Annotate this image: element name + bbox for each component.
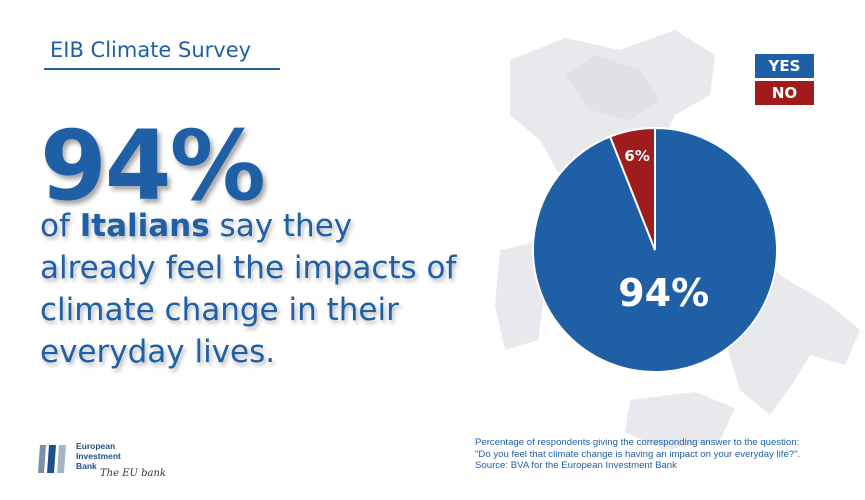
eib-logo-mark [38, 445, 66, 473]
pie-label-no: 6% [624, 147, 649, 165]
legend-no: NO [755, 81, 814, 105]
legend-yes: YES [755, 54, 814, 78]
pie-label-yes: 94% [618, 271, 709, 315]
headline-statement: of Italians say they already feel the im… [40, 205, 460, 373]
eib-logo-text: European Investment Bank [76, 441, 121, 471]
survey-title: EIB Climate Survey [50, 38, 252, 62]
source-note-line-1: Percentage of respondents giving the cor… [475, 437, 800, 448]
statement-prefix: of [40, 208, 80, 244]
statement-rest: say they already feel the impacts of cli… [40, 208, 457, 370]
pie-slice-no [608, 126, 656, 251]
chart-legend: YES NO [755, 54, 814, 108]
eib-logo-tagline: The EU bank [100, 468, 166, 479]
eib-logo: European Investment Bank The EU bank [38, 441, 178, 483]
headline-percent: 94% [40, 110, 266, 222]
source-note-line-3: Source: BVA for the European Investment … [475, 460, 677, 471]
source-note-line-2: "Do you feel that climate change is havi… [475, 448, 801, 460]
source-note: Percentage of respondents giving the cor… [475, 437, 860, 472]
statement-emphasis: Italians [79, 208, 210, 244]
pie-chart: 94% 6% [532, 126, 778, 373]
title-underline [44, 68, 280, 70]
